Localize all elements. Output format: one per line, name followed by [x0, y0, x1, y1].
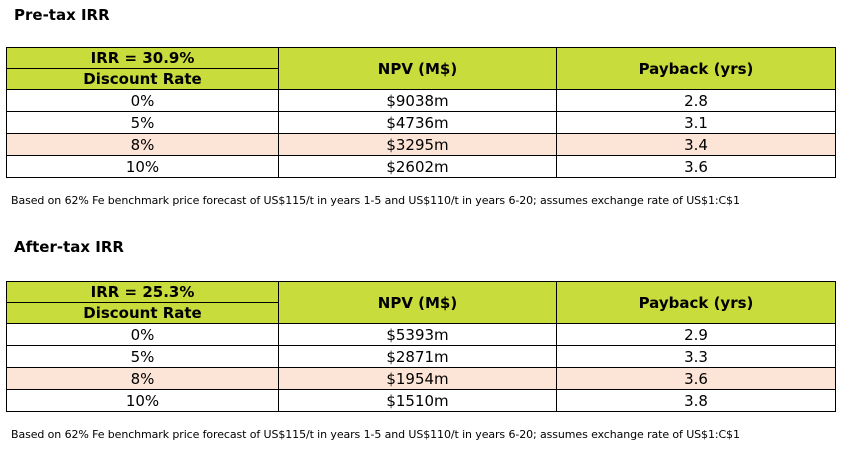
aftertax-title: After-tax IRR — [14, 238, 124, 256]
rate-cell: 8% — [6, 133, 279, 156]
pretax-footnote: Based on 62% Fe benchmark price forecast… — [11, 194, 740, 207]
rate-cell: 5% — [6, 111, 279, 134]
rate-cell: 0% — [6, 89, 279, 112]
pretax-title: Pre-tax IRR — [14, 6, 110, 24]
npv-header: NPV (M$) — [278, 47, 557, 90]
table-row: 5% $2871m 3.3 — [6, 345, 836, 368]
npv-cell: $1510m — [278, 389, 557, 412]
payback-cell: 3.6 — [556, 155, 836, 178]
npv-cell: $3295m — [278, 133, 557, 156]
npv-cell: $9038m — [278, 89, 557, 112]
aftertax-footnote: Based on 62% Fe benchmark price forecast… — [11, 428, 740, 441]
aftertax-table: IRR = 25.3% NPV (M$) Payback (yrs) Disco… — [6, 281, 836, 412]
payback-cell: 3.6 — [556, 367, 836, 390]
header-row: Discount Rate — [6, 302, 836, 324]
npv-cell: $4736m — [278, 111, 557, 134]
table-row-highlighted: 8% $1954m 3.6 — [6, 367, 836, 390]
header-row: Discount Rate — [6, 68, 836, 90]
rate-cell: 0% — [6, 323, 279, 346]
discount-rate-header: Discount Rate — [6, 68, 279, 90]
npv-header: NPV (M$) — [278, 281, 557, 324]
payback-cell: 3.8 — [556, 389, 836, 412]
npv-cell: $5393m — [278, 323, 557, 346]
npv-cell: $2871m — [278, 345, 557, 368]
table-row: 0% $9038m 2.8 — [6, 89, 836, 112]
rate-cell: 5% — [6, 345, 279, 368]
payback-cell: 3.1 — [556, 111, 836, 134]
table-row: 10% $1510m 3.8 — [6, 389, 836, 412]
payback-header: Payback (yrs) — [556, 281, 836, 324]
payback-cell: 3.3 — [556, 345, 836, 368]
payback-cell: 2.9 — [556, 323, 836, 346]
table-row: 0% $5393m 2.9 — [6, 323, 836, 346]
rate-cell: 8% — [6, 367, 279, 390]
pretax-table: IRR = 30.9% NPV (M$) Payback (yrs) Disco… — [6, 47, 836, 178]
table-row: 10% $2602m 3.6 — [6, 155, 836, 178]
irr-value-cell: IRR = 30.9% — [6, 47, 279, 69]
npv-cell: $2602m — [278, 155, 557, 178]
npv-cell: $1954m — [278, 367, 557, 390]
payback-cell: 2.8 — [556, 89, 836, 112]
header-row: IRR = 25.3% NPV (M$) Payback (yrs) — [6, 281, 836, 324]
header-row: IRR = 30.9% NPV (M$) Payback (yrs) — [6, 47, 836, 90]
payback-cell: 3.4 — [556, 133, 836, 156]
rate-cell: 10% — [6, 155, 279, 178]
discount-rate-header: Discount Rate — [6, 302, 279, 324]
table-row-highlighted: 8% $3295m 3.4 — [6, 133, 836, 156]
table-row: 5% $4736m 3.1 — [6, 111, 836, 134]
rate-cell: 10% — [6, 389, 279, 412]
payback-header: Payback (yrs) — [556, 47, 836, 90]
irr-value-cell: IRR = 25.3% — [6, 281, 279, 303]
